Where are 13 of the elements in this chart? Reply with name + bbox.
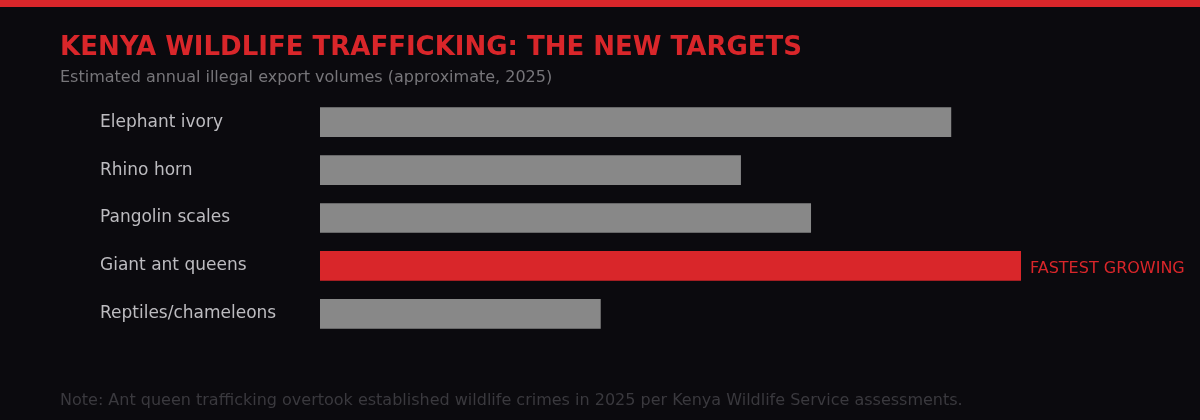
bar [320, 203, 812, 233]
bar [320, 107, 952, 137]
chart-title: KENYA WILDLIFE TRAFFICKING: THE NEW TARGETS [60, 31, 803, 61]
y-tick-label: Pangolin scales [100, 206, 231, 227]
y-tick-label: Giant ant queens [100, 254, 247, 275]
bar [320, 251, 1021, 281]
y-tick-label: Reptiles/chameleons [100, 302, 277, 323]
bar [320, 299, 601, 329]
bar [320, 155, 741, 185]
y-tick-label: Elephant ivory [100, 110, 223, 131]
chart-subtitle: Estimated annual illegal export volumes (approximate, 2025) [60, 67, 553, 86]
y-tick-label: Rhino horn [100, 158, 193, 179]
annotation: FASTEST GROWING [1030, 258, 1185, 278]
